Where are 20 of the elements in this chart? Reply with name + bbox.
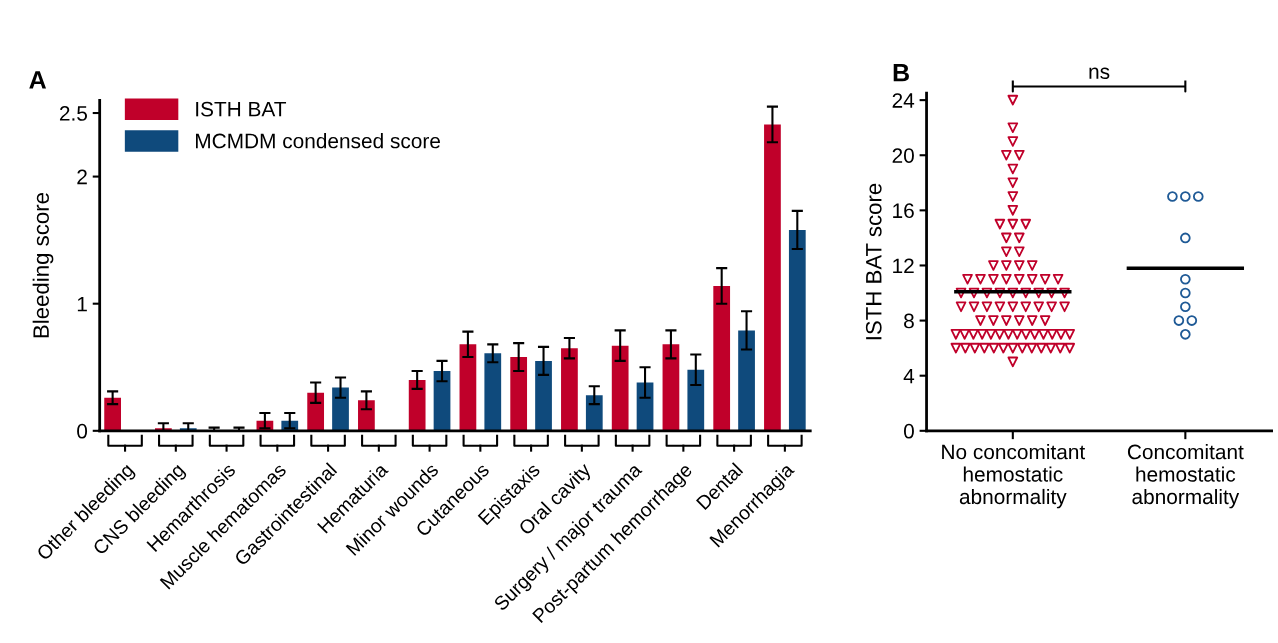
y-tick-label: 4 xyxy=(903,368,915,384)
x-tick-label: Concomitant hemostatic abnormality xyxy=(1127,444,1244,509)
y-tick-label: 8 xyxy=(904,313,914,329)
y-tick-label: 0 xyxy=(77,423,88,439)
y-tick-label: 16 xyxy=(893,203,914,219)
x-tick-label: No concomitant hemostatic abnormality xyxy=(942,444,1086,509)
text: ns xyxy=(1089,67,1110,79)
legend-label: MCMDM condensed score xyxy=(196,133,440,149)
chart-title: A xyxy=(29,71,47,89)
y-axis-title: Bleeding score xyxy=(32,193,54,338)
legend-label: ISTH BAT xyxy=(196,101,287,117)
y-tick-label: 2.5 xyxy=(59,106,88,121)
y-axis-title: ISTH BAT score xyxy=(865,183,882,340)
y-tick-label: 0 xyxy=(903,423,914,439)
y-tick-label: 12 xyxy=(893,258,914,274)
y-tick-label: 1 xyxy=(77,296,87,312)
chart-title: B xyxy=(893,64,909,82)
y-tick-label: 24 xyxy=(892,93,915,108)
y-tick-label: 20 xyxy=(892,148,914,163)
y-tick-label: 2 xyxy=(77,169,87,185)
